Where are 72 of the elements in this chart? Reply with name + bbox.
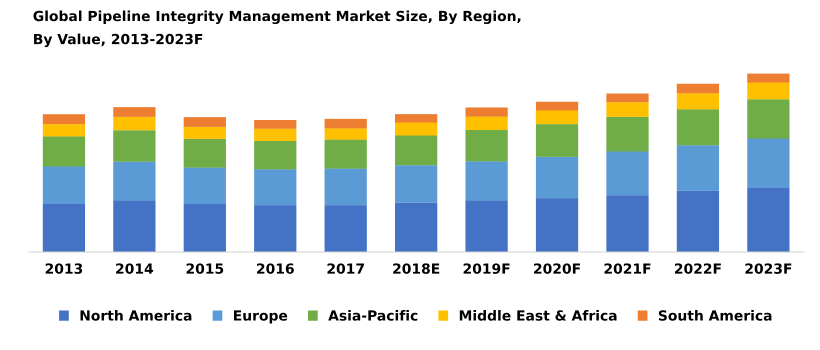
bar	[324, 140, 367, 169]
bar	[395, 122, 438, 136]
bar	[184, 168, 226, 204]
legend-label: Asia-Pacific	[328, 310, 418, 321]
bar	[254, 128, 296, 142]
bar	[184, 138, 226, 168]
legend-label: Europe	[234, 310, 288, 324]
x-tick-label: 2013	[46, 263, 82, 274]
legend-label: North America	[80, 310, 192, 321]
legend-label: Middle East & Africa	[460, 310, 616, 321]
bar	[747, 188, 790, 252]
x-tick-label: 2014	[116, 263, 154, 274]
bar	[42, 124, 86, 136]
bar	[747, 82, 790, 100]
bar	[676, 190, 720, 252]
bar	[606, 116, 649, 152]
bar	[42, 204, 86, 252]
x-tick-label: 2015	[186, 263, 224, 274]
bar	[395, 202, 438, 252]
bar	[324, 168, 367, 206]
x-tick-label: 2017	[327, 263, 364, 274]
bar	[747, 74, 790, 82]
bar	[676, 84, 720, 94]
x-tick-label: 2016	[257, 263, 294, 274]
bar	[42, 136, 86, 167]
bar	[184, 126, 226, 139]
bar	[606, 152, 649, 196]
bar	[254, 169, 296, 206]
bar	[254, 120, 296, 129]
bar	[254, 141, 296, 170]
bar	[324, 128, 367, 140]
bar	[747, 99, 790, 139]
bar	[184, 204, 226, 252]
bar	[606, 94, 649, 102]
x-tick-label: 2018E	[393, 263, 440, 274]
bar	[465, 107, 508, 117]
x-tick-label: 2021F	[604, 263, 650, 274]
bar	[676, 145, 720, 191]
bar	[184, 117, 226, 127]
bar	[536, 198, 578, 252]
legend-label: South America	[658, 310, 772, 321]
bar	[395, 165, 438, 203]
bar	[676, 109, 720, 146]
x-tick-label: 2023F	[745, 263, 792, 274]
bar	[465, 130, 508, 162]
bar	[536, 110, 578, 124]
bar	[42, 166, 86, 204]
bar	[254, 205, 296, 252]
bar	[606, 195, 649, 252]
bar	[465, 161, 508, 200]
bar	[536, 124, 578, 157]
bar	[113, 200, 156, 252]
bar	[676, 93, 720, 110]
bar	[395, 114, 438, 122]
bar	[465, 116, 508, 130]
bar	[465, 200, 508, 252]
bar	[536, 156, 578, 198]
bar	[536, 102, 578, 111]
bar	[324, 118, 367, 128]
bar	[113, 162, 156, 200]
bar	[324, 205, 367, 252]
bar	[747, 138, 790, 188]
bar	[42, 114, 86, 124]
bar	[113, 116, 156, 130]
bar	[113, 130, 156, 162]
bar	[113, 107, 156, 117]
chart-title: Global Pipeline Integrity Management Market Size, By Region, By Value, 2013-2023F	[33, 10, 520, 48]
x-tick-label: 2020F	[534, 263, 580, 274]
bar	[606, 102, 649, 117]
x-tick-label: 2019F	[464, 263, 510, 274]
bar	[395, 135, 438, 166]
x-tick-label: 2022F	[674, 263, 721, 274]
